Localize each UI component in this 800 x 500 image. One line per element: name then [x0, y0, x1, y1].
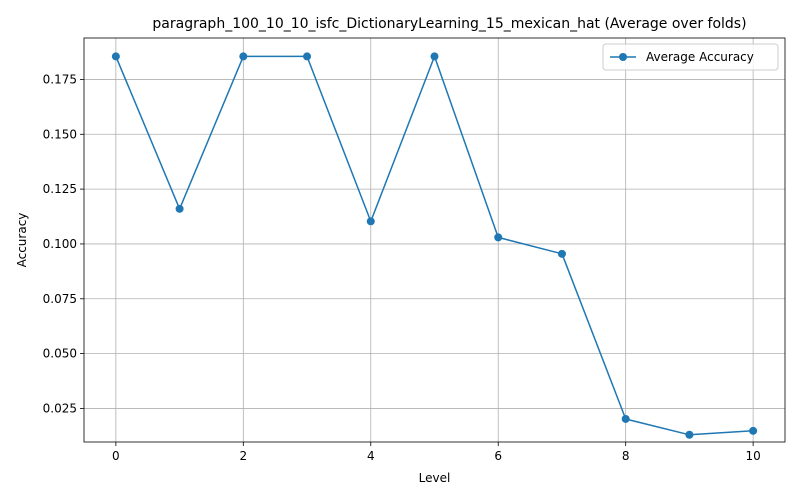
y-tick-label: 0.150 [43, 127, 77, 141]
x-tick-label: 0 [112, 449, 120, 463]
data-point [749, 426, 758, 435]
x-tick-label: 6 [494, 449, 502, 463]
data-point [366, 217, 375, 226]
plot-frame [83, 37, 786, 443]
y-tick-label: 0.025 [43, 401, 77, 415]
y-tick-label: 0.050 [43, 347, 77, 361]
x-axis-label: Level [419, 471, 451, 485]
y-axis-label: Accuracy [15, 213, 29, 268]
grid [84, 38, 785, 442]
series [111, 52, 758, 439]
y-tick-label: 0.175 [43, 72, 77, 86]
data-point [621, 414, 630, 423]
legend-entry-average-accuracy: Average Accuracy [646, 50, 754, 64]
chart-title: paragraph_100_10_10_isfc_DictionaryLearn… [152, 16, 746, 32]
data-point [175, 204, 184, 213]
legend-box [602, 43, 779, 71]
legend-marker-swatch [619, 53, 627, 61]
y-tick-label: 0.100 [43, 237, 77, 251]
y-tick-label: 0.125 [43, 182, 77, 196]
data-point [239, 52, 248, 61]
data-point [430, 52, 439, 61]
axis-ticks: 0 2 4 6 8 10 0.025 0.050 0.075 0.100 0.125 0.150 0.1… [43, 72, 761, 463]
data-point [685, 430, 694, 439]
x-tick-label: 4 [367, 449, 375, 463]
legend: Average Accuracy [602, 43, 779, 71]
y-tick-label: 0.075 [43, 292, 77, 306]
data-point [303, 52, 312, 61]
data-point [111, 52, 120, 61]
data-point [494, 233, 503, 242]
x-tick-label: 10 [745, 449, 760, 463]
x-tick-label: 8 [622, 449, 630, 463]
data-point [557, 249, 566, 258]
x-tick-label: 2 [239, 449, 247, 463]
